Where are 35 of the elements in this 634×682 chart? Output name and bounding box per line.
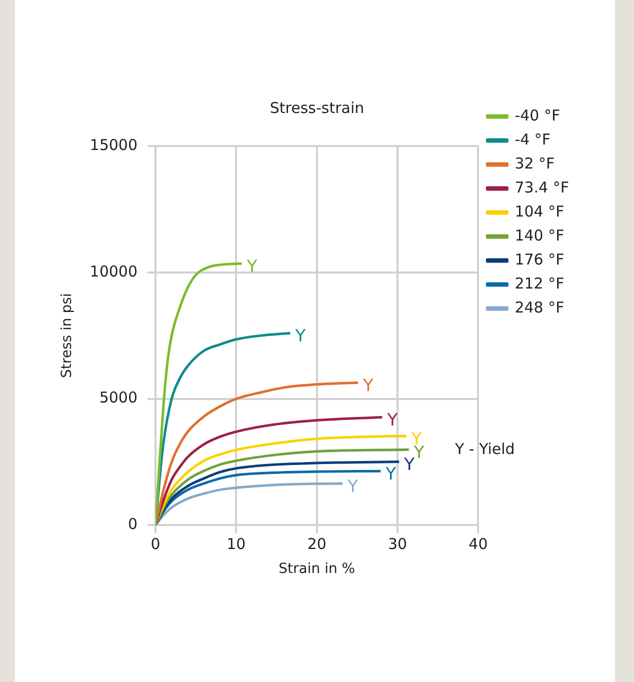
y-tick-label: 10000 — [90, 262, 138, 280]
legend-label: 212 °F — [514, 274, 564, 292]
annotation: Y — [403, 455, 416, 476]
y-axis-title: Stress in psi — [59, 293, 76, 378]
annotation: Y — [346, 476, 359, 497]
y-tick-label: 0 — [128, 515, 138, 534]
line-series — [156, 460, 400, 526]
y-tick-label: 15000 — [90, 136, 138, 154]
annotation: Y — [294, 326, 306, 346]
legend-label: 32 °F — [514, 154, 555, 172]
chart-title: Stress-strain — [270, 98, 364, 117]
line-series — [156, 381, 360, 526]
legend-label: -4 °F — [514, 130, 551, 148]
annotation: Y — [386, 410, 398, 431]
legend-label: 104 °F — [514, 202, 564, 220]
line-series — [156, 416, 384, 526]
x-tick-label: 0 — [150, 535, 160, 554]
legend-label: -40 °F — [514, 106, 560, 124]
legend-label: 140 °F — [514, 226, 564, 244]
legend-label: 176 °F — [514, 250, 564, 268]
annotation: Y — [246, 256, 258, 277]
line-series — [156, 262, 244, 526]
x-tick-label: 20 — [307, 535, 326, 554]
x-tick-label: 40 — [468, 535, 488, 554]
annotation: Y — [384, 464, 397, 485]
x-axis-title: Strain in % — [278, 561, 356, 578]
line-series — [156, 470, 382, 526]
annotation: Y — [362, 376, 374, 396]
legend-label: 73.4 °F — [514, 178, 569, 196]
x-tick-label: 30 — [388, 535, 408, 554]
line-series — [156, 482, 344, 526]
x-tick-label: 10 — [226, 535, 246, 554]
legend-label: 248 °F — [514, 298, 564, 316]
annotation: Y - Yield — [455, 440, 515, 458]
y-tick-label: 5000 — [99, 388, 138, 407]
